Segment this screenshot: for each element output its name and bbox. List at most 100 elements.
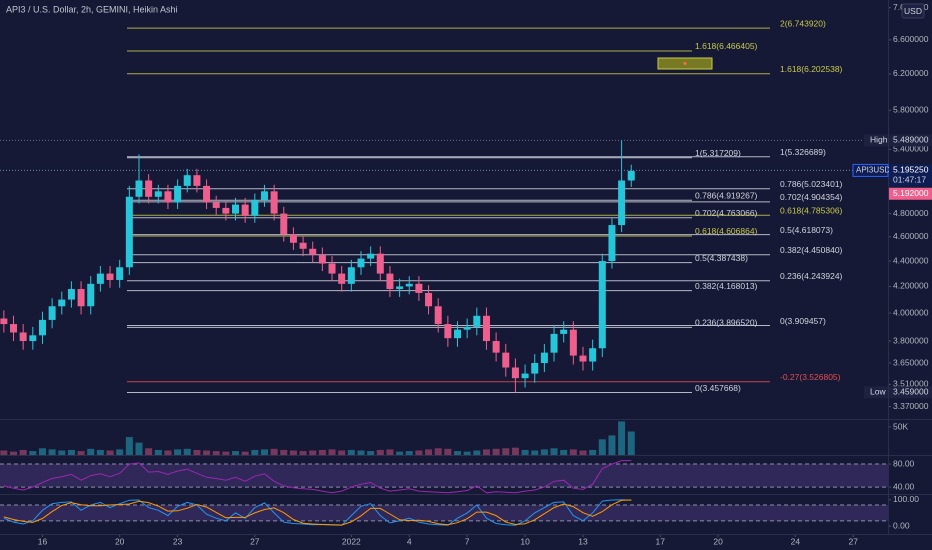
candle-body: [589, 348, 597, 362]
y-tick-label: 3.510000: [893, 379, 929, 389]
price-tag-label: 5.489000: [893, 135, 929, 145]
candle-body: [299, 242, 307, 249]
volume-bar: [415, 450, 423, 455]
volume-bar: [280, 449, 288, 455]
volume-bar: [106, 450, 114, 455]
volume-bar: [232, 451, 240, 455]
candle-body: [540, 352, 548, 364]
volume-bar: [318, 449, 326, 455]
volume-bar: [502, 448, 510, 455]
price-tag: [889, 386, 932, 399]
x-tick-label: 7: [465, 536, 470, 546]
candle-body: [48, 306, 56, 320]
candle-body: [318, 254, 326, 264]
x-tick-label: 13: [578, 536, 588, 546]
volume-bar: [357, 450, 365, 455]
candle-body: [29, 335, 37, 342]
volume-bar: [376, 449, 384, 455]
candle-body: [405, 283, 413, 287]
fib-label: 0.236(4.243924): [780, 271, 843, 281]
volume-bar: [174, 449, 182, 455]
volume-bar: [10, 451, 18, 455]
countdown: 01:47:17: [893, 175, 926, 185]
marker-name-bg: [864, 134, 888, 147]
candle-body: [0, 318, 8, 325]
candle-body: [367, 253, 375, 259]
candle-body: [203, 185, 211, 203]
candle-body: [309, 248, 317, 255]
last-tag-label: 5.195250: [893, 165, 929, 175]
volume-bar: [560, 449, 568, 455]
candle-body: [511, 367, 519, 379]
volume-bar: [212, 451, 220, 455]
volume-bar: [96, 449, 104, 455]
x-tick-label: 10: [520, 536, 530, 546]
x-tick-label: 4: [407, 536, 412, 546]
currency-button[interactable]: [901, 3, 925, 19]
prev-tag-label: 5.192000: [893, 188, 929, 198]
chart-title: API3 / U.S. Dollar, 2h, GEMINI, Heikin A…: [6, 4, 178, 14]
fib-label: 2(6.743920): [780, 18, 826, 28]
volume-bar: [473, 450, 481, 455]
candle-body: [454, 329, 462, 339]
volume-bar: [203, 450, 211, 455]
fib-label: 1.618(6.466405): [695, 41, 758, 51]
volume-bar: [164, 450, 172, 455]
volume-bar: [289, 450, 297, 455]
candle-body: [10, 324, 18, 333]
candle-body: [174, 185, 182, 203]
candle-body: [618, 180, 626, 226]
volume-bar: [299, 451, 307, 455]
candle-body: [347, 267, 355, 284]
candle-body: [550, 333, 558, 353]
candle-body: [38, 319, 46, 336]
volume-bar: [425, 449, 433, 455]
candle-body: [473, 315, 481, 327]
x-tick-label: 2022: [342, 536, 361, 546]
fib-label: 0.382(4.168013): [695, 281, 758, 291]
marker-name: High: [870, 135, 888, 145]
candle-body: [67, 289, 75, 300]
volume-bar: [627, 431, 635, 455]
candle-body: [579, 355, 587, 362]
fib-label: 1(5.326689): [780, 147, 826, 157]
volume-bar: [38, 448, 46, 455]
volume-bar: [29, 451, 37, 455]
volume-bar: [154, 449, 162, 455]
volume-bar: [463, 451, 471, 455]
fib-label: 0.5(4.387438): [695, 253, 748, 263]
y-tick-label: 100.00: [893, 494, 919, 504]
candle-body: [328, 263, 336, 274]
candle-body: [502, 352, 510, 368]
candle-body: [521, 373, 529, 379]
volume-bar: [183, 448, 191, 455]
annotation-dot: [683, 62, 687, 65]
candle-body: [338, 273, 346, 284]
volume-bar: [309, 450, 317, 455]
currency-label[interactable]: USD: [904, 6, 922, 16]
volume-bar: [347, 449, 355, 455]
volume-bar: [87, 448, 95, 455]
candle-body: [598, 261, 606, 349]
fib-label: 1(5.317209): [695, 148, 741, 158]
candle-body: [77, 289, 85, 307]
volume-bar: [251, 449, 259, 455]
volume-bar: [270, 448, 278, 455]
y-tick-label: 6.600000: [893, 34, 929, 44]
x-tick-label: 20: [115, 536, 125, 546]
x-tick-label: 20: [713, 536, 723, 546]
volume-bar: [125, 437, 133, 455]
candle-body: [627, 170, 635, 181]
volume-bar: [77, 451, 85, 455]
volume-bar: [135, 442, 143, 455]
prev-tag: [889, 187, 932, 200]
volume-bar: [598, 439, 606, 455]
y-tick-label: 5.400000: [893, 144, 929, 154]
marker-name: Low: [870, 387, 886, 397]
volume-bar: [521, 449, 529, 455]
fib-label: 0.702(4.904354): [780, 192, 843, 202]
volume-bar: [386, 449, 394, 455]
candle-body: [376, 253, 384, 274]
candle-body: [280, 213, 288, 235]
